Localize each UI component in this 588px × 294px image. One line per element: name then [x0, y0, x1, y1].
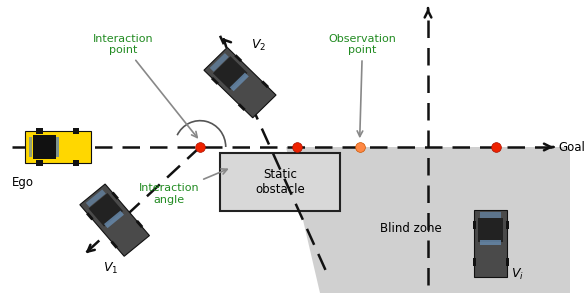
Polygon shape: [286, 147, 570, 293]
Polygon shape: [210, 53, 229, 72]
Polygon shape: [473, 258, 476, 266]
Polygon shape: [104, 211, 124, 228]
Polygon shape: [230, 73, 249, 91]
Text: $V_i$: $V_i$: [510, 267, 523, 282]
Polygon shape: [478, 218, 503, 242]
Polygon shape: [89, 193, 123, 227]
Polygon shape: [36, 160, 43, 166]
Polygon shape: [25, 131, 91, 163]
Polygon shape: [136, 220, 143, 228]
Polygon shape: [80, 184, 149, 256]
Text: Static
obstacle: Static obstacle: [255, 168, 305, 196]
Polygon shape: [86, 212, 93, 220]
Text: $V_1$: $V_1$: [103, 261, 119, 276]
Polygon shape: [506, 221, 509, 229]
Polygon shape: [480, 212, 502, 218]
Polygon shape: [211, 77, 219, 85]
Text: Observation
point: Observation point: [329, 34, 396, 136]
Polygon shape: [36, 128, 43, 134]
Polygon shape: [111, 192, 119, 200]
Polygon shape: [474, 210, 507, 277]
FancyBboxPatch shape: [220, 153, 340, 211]
Text: Ego: Ego: [12, 176, 34, 189]
Polygon shape: [506, 258, 509, 266]
Text: Interaction
point: Interaction point: [93, 34, 197, 138]
Polygon shape: [33, 135, 56, 159]
Text: $V_2$: $V_2$: [252, 38, 266, 54]
Text: Blind zone: Blind zone: [380, 223, 442, 235]
Polygon shape: [56, 136, 59, 158]
Polygon shape: [29, 136, 32, 158]
Polygon shape: [238, 103, 246, 111]
Polygon shape: [86, 189, 106, 207]
Polygon shape: [261, 81, 269, 88]
Polygon shape: [234, 54, 242, 62]
Polygon shape: [480, 240, 502, 245]
Polygon shape: [72, 160, 79, 166]
Polygon shape: [111, 241, 118, 249]
Polygon shape: [473, 221, 476, 229]
Text: Goal: Goal: [558, 141, 585, 153]
Polygon shape: [72, 128, 79, 134]
Polygon shape: [204, 47, 276, 118]
Polygon shape: [213, 56, 248, 90]
Text: Interaction
angle: Interaction angle: [138, 169, 227, 205]
